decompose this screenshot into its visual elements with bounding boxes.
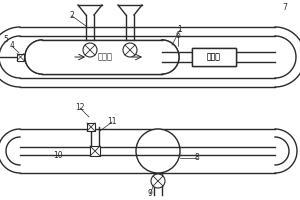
Text: 引風机: 引風机 (207, 52, 221, 62)
Circle shape (151, 174, 165, 188)
FancyBboxPatch shape (192, 48, 236, 66)
Text: 2: 2 (70, 11, 74, 21)
Text: 10: 10 (53, 150, 63, 160)
Text: 5: 5 (4, 36, 8, 45)
Text: 引風机: 引風机 (207, 52, 221, 62)
Text: 6: 6 (176, 30, 180, 40)
Circle shape (136, 129, 180, 173)
Text: 11: 11 (107, 117, 117, 127)
Text: 12: 12 (75, 104, 85, 112)
Text: 7: 7 (283, 2, 287, 11)
FancyBboxPatch shape (87, 123, 95, 131)
FancyBboxPatch shape (90, 146, 100, 156)
Text: 9: 9 (148, 190, 152, 198)
FancyBboxPatch shape (190, 46, 238, 68)
Text: 1: 1 (178, 25, 182, 34)
Polygon shape (25, 40, 179, 74)
FancyBboxPatch shape (17, 53, 24, 60)
FancyBboxPatch shape (192, 48, 236, 66)
Text: 混合仓: 混合仓 (98, 52, 112, 62)
Text: 8: 8 (195, 154, 200, 162)
Text: 4: 4 (10, 42, 14, 50)
Circle shape (83, 43, 97, 57)
Circle shape (123, 43, 137, 57)
